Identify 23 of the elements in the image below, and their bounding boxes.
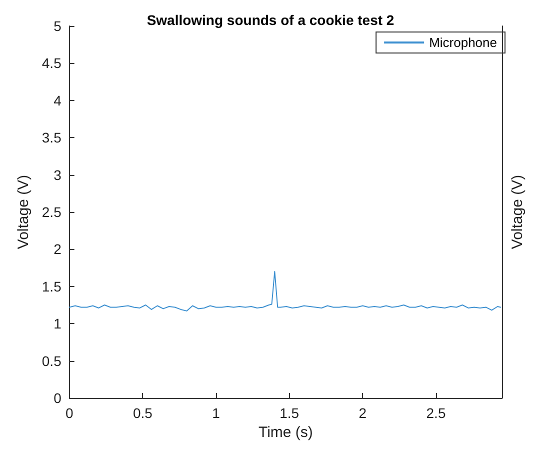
x-axis-title: Time (s): [258, 424, 313, 441]
chart-title: Swallowing sounds of a cookie test 2: [146, 12, 394, 28]
y-tick-label: 3.5: [42, 130, 62, 146]
y-tick-label: 3: [54, 166, 62, 183]
x-tick-label: 2.5: [426, 405, 446, 421]
y-tick-label: 1: [54, 316, 62, 332]
x-tick-label: 0: [65, 405, 74, 421]
x-tick-label: 0.5: [132, 405, 153, 421]
line-series: [68, 271, 502, 312]
y-tick-label: 1.5: [42, 278, 62, 294]
y-tick-label: 0.5: [42, 352, 62, 369]
y-tick-label: 0: [54, 390, 62, 406]
y-tick-label: 2.5: [42, 204, 62, 220]
y-tick-label: 2: [54, 241, 62, 258]
y-tick-label: 4: [54, 92, 62, 108]
x-tick-label: 1.5: [280, 405, 300, 421]
x-tick-label: 2: [358, 405, 367, 421]
x-tick-label: 1: [212, 405, 220, 421]
y-tick-label: 5: [54, 18, 62, 34]
y2-axis-title: Voltage (V): [509, 174, 526, 250]
legend-label: Microphone: [429, 35, 498, 50]
y-axis-title: Voltage (V): [15, 174, 32, 250]
y-tick-label: 4.5: [42, 55, 62, 72]
